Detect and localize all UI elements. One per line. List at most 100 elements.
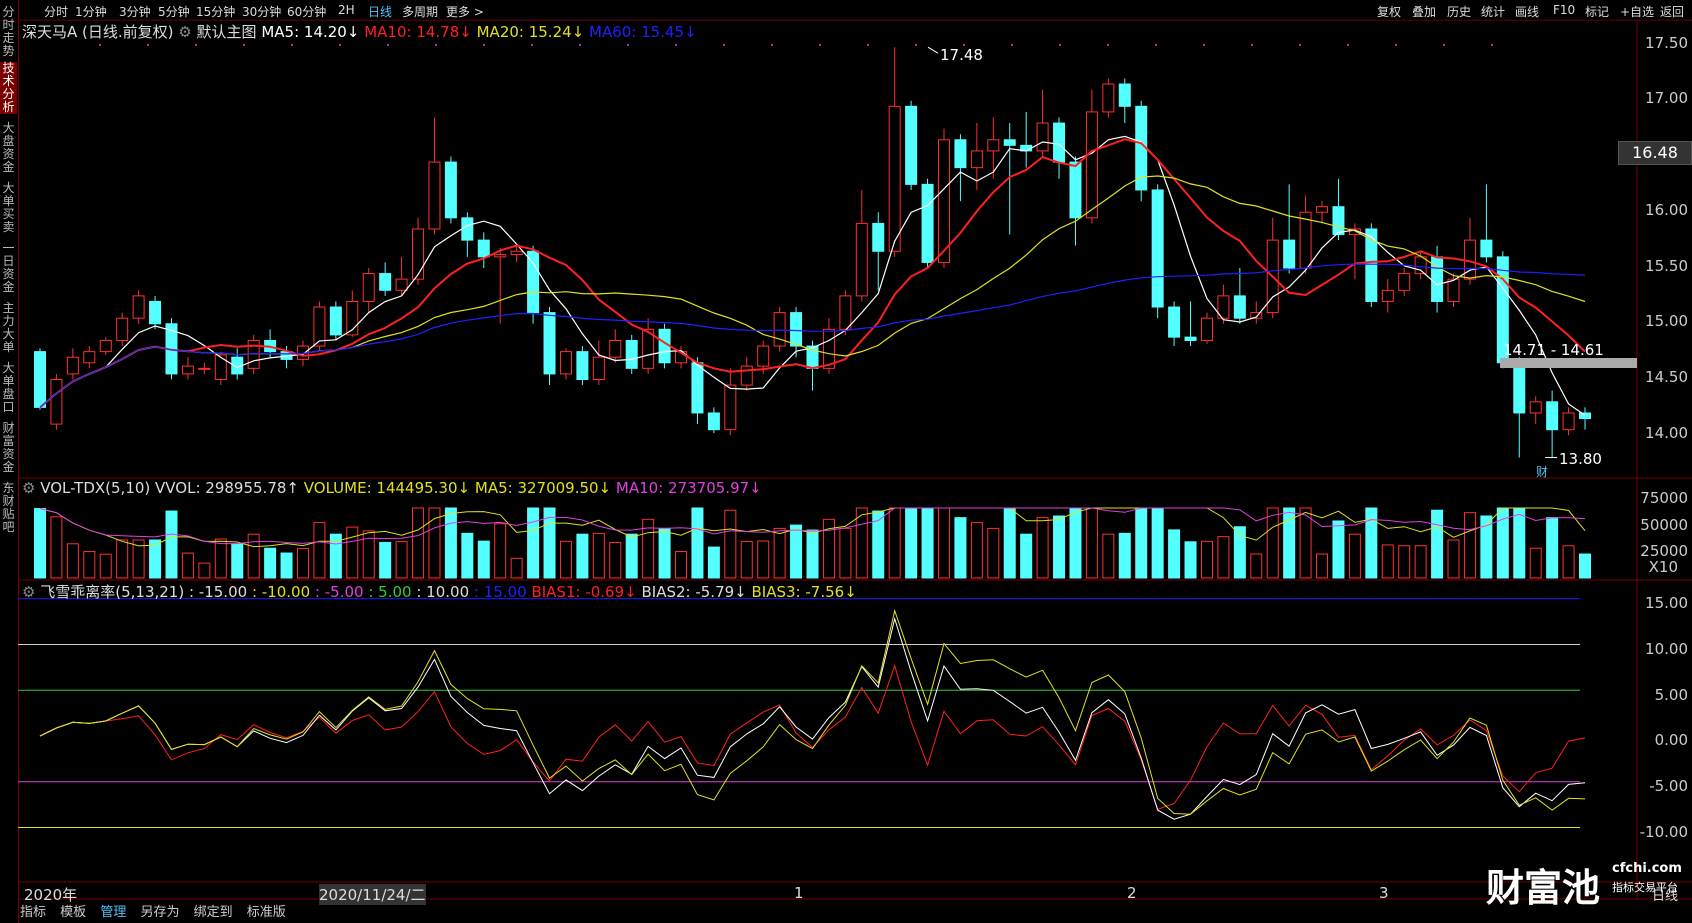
period-3min[interactable]: 3分钟 — [119, 5, 151, 19]
sidetab-day-fund[interactable]: 一日资金 — [2, 241, 15, 294]
sidetab-big-order-book[interactable]: 大单盘口 — [2, 361, 15, 414]
signal-dot — [1491, 44, 1493, 46]
candle-body — [839, 295, 852, 330]
cai-marker[interactable]: 财 — [1536, 465, 1549, 479]
candle-body — [1381, 289, 1394, 302]
period-60min[interactable]: 60分钟 — [287, 5, 327, 19]
signal-dot — [1203, 44, 1205, 46]
candle-body — [444, 161, 457, 219]
period-30min[interactable]: 30分钟 — [242, 5, 282, 19]
volume-bar — [642, 518, 655, 579]
period-5min[interactable]: 5分钟 — [158, 5, 190, 19]
volume-bar — [99, 553, 112, 579]
back-button[interactable]: 返回 — [1660, 5, 1685, 19]
signal-dot — [291, 44, 293, 46]
sidetab-main-force[interactable]: 主力大单 — [2, 301, 15, 354]
volume-bar — [1431, 509, 1444, 579]
period-fenshi[interactable]: 分时 — [44, 5, 69, 19]
volume-bar — [247, 533, 260, 579]
volume-bar — [1151, 507, 1164, 579]
gear-icon[interactable]: ⚙ — [178, 23, 192, 41]
volume-bar — [1053, 515, 1066, 579]
period-daily[interactable]: 日线 — [368, 5, 393, 19]
gear-icon[interactable]: ⚙ — [22, 479, 36, 497]
candle-body — [905, 105, 918, 185]
mark-button[interactable]: 标记 — [1585, 5, 1610, 19]
history-button[interactable]: 历史 — [1447, 5, 1472, 19]
sidetab-wealth-fund[interactable]: 财富资金 — [2, 421, 15, 474]
fuquan-button[interactable]: 复权 — [1377, 5, 1402, 19]
tab-bind[interactable]: 绑定到 — [193, 905, 233, 920]
add-favorite-button[interactable]: +自选 — [1620, 5, 1655, 19]
signal-dot — [915, 44, 917, 46]
candle-body — [83, 351, 96, 364]
volume-bar — [1135, 507, 1148, 579]
signal-dot — [147, 44, 149, 46]
candle-body — [543, 312, 556, 375]
signal-dot — [1347, 44, 1349, 46]
period-15min[interactable]: 15分钟 — [196, 5, 236, 19]
candle-body — [1513, 362, 1526, 414]
stock-name[interactable]: 深天马A (日线.前复权) — [22, 23, 174, 41]
sidetab-forum[interactable]: 东财贴吧 — [2, 481, 15, 534]
candle-body — [494, 254, 507, 258]
period-2h[interactable]: 2H — [338, 3, 355, 17]
sidetab-tech[interactable]: 技术分析 — [0, 62, 17, 114]
candle-body — [642, 328, 655, 369]
candle-body — [559, 351, 572, 375]
bias-param-6: : 15.00 — [473, 583, 527, 601]
candle-body — [625, 339, 638, 369]
left-sidebar: 分时走势 技术分析 大盘资金 大单买卖 一日资金 主力大单 大单盘口 财富资金 … — [0, 0, 19, 923]
volume-bar — [1414, 545, 1427, 579]
high-price-label: 17.48 — [940, 46, 983, 64]
volume-bar — [1085, 507, 1098, 579]
period-more[interactable]: 更多 > — [446, 5, 484, 19]
volume-bar — [83, 551, 96, 579]
x-label-month-1: 1 — [794, 884, 804, 902]
volume-bar — [675, 551, 688, 579]
vol-legend: ⚙ VOL-TDX(5,10) VVOL: 298955.78↑ VOLUME:… — [22, 479, 762, 497]
candle-body — [1431, 256, 1444, 302]
volume-bar — [346, 526, 359, 579]
ma60-value: MA60: 15.45↓ — [589, 23, 697, 41]
vol-indicator-name[interactable]: VOL-TDX(5,10) — [40, 479, 151, 497]
signal-dot — [531, 44, 533, 46]
candle-body — [181, 365, 194, 375]
gear-icon[interactable]: ⚙ — [22, 583, 36, 601]
volume-bar — [181, 552, 194, 579]
volume-bar — [1233, 526, 1246, 579]
tab-manage[interactable]: 管理 — [100, 905, 127, 920]
volume-bar — [1463, 512, 1476, 579]
sidetab-market-fund[interactable]: 大盘资金 — [2, 121, 15, 174]
period-multi[interactable]: 多周期 — [402, 5, 439, 19]
volume-bar — [707, 546, 720, 579]
volume-bar — [1332, 520, 1345, 579]
overlay-button[interactable]: 叠加 — [1412, 5, 1437, 19]
period-1min[interactable]: 1分钟 — [75, 5, 107, 19]
candle-body — [1283, 239, 1296, 269]
signal-dot — [963, 44, 965, 46]
tab-standard[interactable]: 标准版 — [246, 905, 286, 920]
candle-body — [888, 105, 901, 252]
bias-level-lines — [18, 598, 1580, 828]
logo-slogan: 指标交易平台 — [1612, 881, 1678, 894]
draw-line-button[interactable]: 画线 — [1515, 5, 1540, 19]
f10-button[interactable]: F10 — [1553, 3, 1576, 17]
candle-body — [346, 300, 359, 336]
sidetab-big-order[interactable]: 大单买卖 — [2, 181, 15, 234]
volume-bar — [773, 527, 786, 579]
candle-body — [132, 295, 145, 319]
candle-body — [34, 351, 46, 408]
x-label-cursor-date: 2020/11/24/二 — [319, 884, 426, 905]
price-tick: 17.50 — [1645, 34, 1688, 52]
stats-button[interactable]: 统计 — [1481, 5, 1506, 19]
tab-template[interactable]: 模板 — [60, 905, 87, 920]
bias-indicator-name[interactable]: 飞雪乖离率(5,13,21) — [40, 583, 185, 601]
template-name[interactable]: 默认主图 — [196, 23, 257, 41]
volume-bar — [1480, 515, 1493, 579]
tab-indicator[interactable]: 指标 — [20, 905, 47, 920]
tab-save-as[interactable]: 另存为 — [140, 905, 180, 920]
range-label: 14.71 - 14.61 — [1503, 341, 1604, 359]
sidetab-fenshi[interactable]: 分时走势 — [2, 5, 15, 58]
